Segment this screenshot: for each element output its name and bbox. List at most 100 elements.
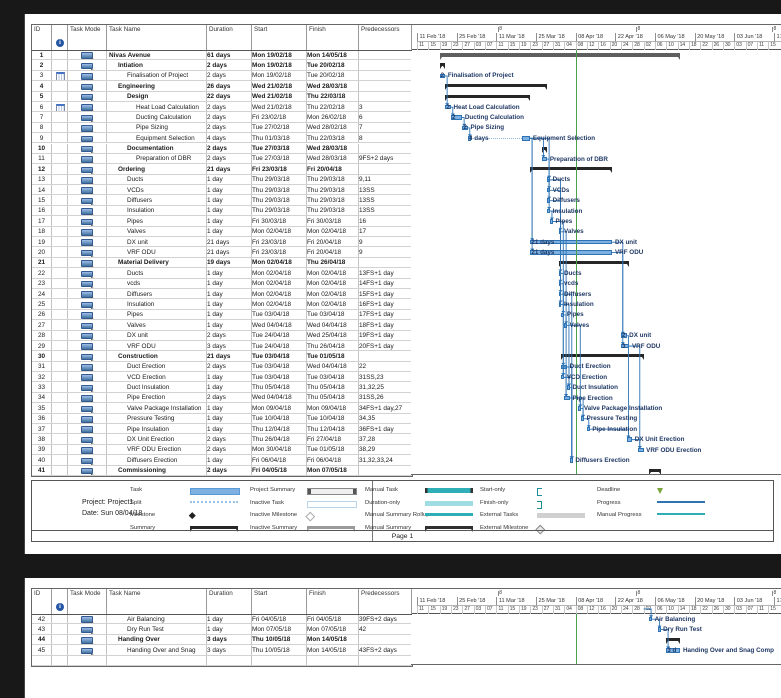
gantt-bar-task (558, 281, 562, 286)
gantt-bar-summary (445, 84, 548, 91)
cell-finish: Tue 20/02/18 (307, 70, 359, 81)
cell-empty (307, 655, 359, 665)
cell-predecessors: 13SS (359, 195, 412, 205)
table-row: 2 Intiation 2 days Mon 19/02/18 Tue 20/02/18 (32, 60, 412, 71)
table-row: 17 Pipes 1 day Fri 30/03/18 Fri 30/03/18 16 (32, 216, 412, 227)
gantt-bar-left-label: 4 days (468, 134, 489, 142)
cell-indicators (52, 465, 68, 475)
timescale-minor-label: 19 (439, 42, 451, 50)
timescale-minor-label: 15 (507, 606, 519, 614)
cell-predecessors (359, 81, 412, 91)
table-row: 43 Dry Run Test 1 day Mon 07/05/18 Mon 07/05… (32, 624, 412, 635)
table-row: 44 Handing Over 3 days Thu 10/05/18 Mon 14/0… (32, 634, 412, 646)
cell-duration: 1 day (207, 424, 252, 434)
column-header-task-mode: Task Mode (68, 589, 107, 614)
timescale-tier1-label: 8 (773, 26, 777, 32)
legend-swatch-start-only-icon (537, 488, 542, 496)
page-2[interactable]: ID Task Mode Task Name Duration Start Finish P… (24, 578, 781, 698)
timescale-minor-label: 23 (450, 606, 462, 614)
column-header-start: Start (252, 25, 307, 50)
table-row: 28 DX unit 2 days Tue 24/04/18 Wed 25/04/18 1… (32, 330, 412, 341)
timescale-major-label: 11 Feb '18 (417, 33, 457, 42)
cell-start: Wed 04/04/18 (252, 392, 307, 403)
timescale-major-label: 25 Feb '18 (456, 597, 497, 606)
cell-indicators (52, 237, 68, 247)
cell-predecessors: 13SS (359, 205, 412, 216)
cell-start: Tue 03/04/18 (252, 361, 307, 372)
cell-duration: 2 days (207, 101, 252, 112)
table-row: 29 VRF ODU 3 days Tue 24/04/18 Thu 26/04/18 2… (32, 340, 412, 352)
table-header: ID Task Mode Task Name Duration Start Finish P… (32, 25, 412, 51)
table-row: 30 Construction 21 days Tue 03/04/18 Tue 01/… (32, 351, 412, 362)
legend-swatch-milestone-icon (189, 512, 196, 519)
cell-finish: Mon 07/05/18 (307, 465, 359, 475)
gantt-bar-label: Air Balancing (654, 615, 696, 623)
gantt-bar-task (637, 447, 644, 453)
cell-task-name: VCD Erection (107, 372, 207, 382)
cell-task-mode (68, 185, 107, 195)
legend-swatch-task-icon (190, 488, 240, 495)
task-mode-icon (81, 260, 94, 268)
table-row: 19 DX unit 21 days Fri 23/03/18 Fri 20/04/18… (32, 237, 412, 248)
legend-label: Milestone (130, 512, 156, 519)
timescale-minor-label: 31 (552, 606, 564, 614)
gantt-bar-summary (541, 146, 548, 153)
gantt-bar-task (586, 426, 590, 432)
legend-label: Deadline (597, 487, 621, 493)
gantt-bar-label: Duct Erection (569, 363, 611, 371)
gantt-bar-task (567, 385, 570, 390)
gantt-bar-label: DX Unit Erection (634, 436, 685, 444)
gantt-bar-task (561, 364, 568, 370)
cell-predecessors: 31,32,25 (359, 382, 412, 392)
gantt-bar-task (558, 270, 562, 276)
gantt-bar-label: Valves (569, 321, 590, 329)
column-header-predecessors: Predecessors (359, 589, 412, 614)
column-header-indicators (52, 25, 68, 50)
timescale-tier1-label: 8 (637, 26, 641, 32)
column-header-id: ID (32, 25, 52, 50)
cell-task-name: Pipes (107, 309, 207, 320)
cell-task-name: DX unit (107, 330, 207, 340)
cell-predecessors: 42 (359, 624, 412, 634)
cell-id: 12 (32, 164, 52, 174)
timescale-tier1-tick (497, 27, 499, 32)
cell-indicators (52, 434, 68, 444)
cell-duration: 2 days (207, 143, 252, 153)
cell-task-mode (68, 455, 107, 465)
cell-id: 1 (32, 50, 52, 60)
timescale-major-label: 25 Feb '18 (456, 33, 497, 42)
cell-duration: 26 days (207, 81, 252, 91)
cell-empty (359, 655, 412, 665)
task-table-page2: ID Task Mode Task Name Duration Start Finish P… (31, 588, 413, 667)
cell-duration: 2 days (207, 465, 252, 475)
legend-box: Project: Project1 Date: Sun 08/04/18 Tas… (31, 480, 774, 542)
cell-task-mode (68, 81, 107, 91)
cell-task-mode (68, 122, 107, 133)
gantt-split-dots (470, 137, 522, 139)
task-mode-icon (81, 395, 94, 403)
cell-finish: Thu 12/04/18 (307, 424, 359, 434)
cell-finish: Thu 29/03/18 (307, 195, 359, 205)
gantt-bar-label: Diffusers Erection (575, 456, 630, 464)
cell-finish: Wed 28/03/18 (307, 153, 359, 164)
cell-finish: Fri 04/05/18 (307, 614, 359, 624)
task-mode-icon (81, 104, 94, 112)
task-mode-icon (81, 280, 94, 288)
timescale-minor-label: 16 (598, 42, 609, 50)
cell-task-mode (68, 237, 107, 247)
cell-id: 7 (32, 112, 52, 122)
gantt-bar-task (547, 177, 551, 183)
timescale-minor-label: 27 (541, 606, 553, 614)
gantt-bar-label: VCDs (552, 186, 570, 194)
gantt-bar-label: VCD Erection (566, 373, 608, 381)
cell-task-mode (68, 247, 107, 257)
cell-start: Tue 03/04/18 (252, 351, 307, 361)
cell-finish: Mon 02/04/18 (307, 299, 359, 309)
cell-task-name: vcds (107, 278, 207, 288)
cell-finish: Wed 28/03/18 (307, 143, 359, 153)
page-1[interactable]: ID Task Mode Task Name Duration Start Finish P… (24, 14, 781, 554)
cell-duration: 1 day (207, 372, 252, 382)
cell-task-name: VRF ODU (107, 340, 207, 351)
cell-finish: Mon 14/05/18 (307, 50, 359, 60)
task-mode-icon (81, 208, 94, 216)
